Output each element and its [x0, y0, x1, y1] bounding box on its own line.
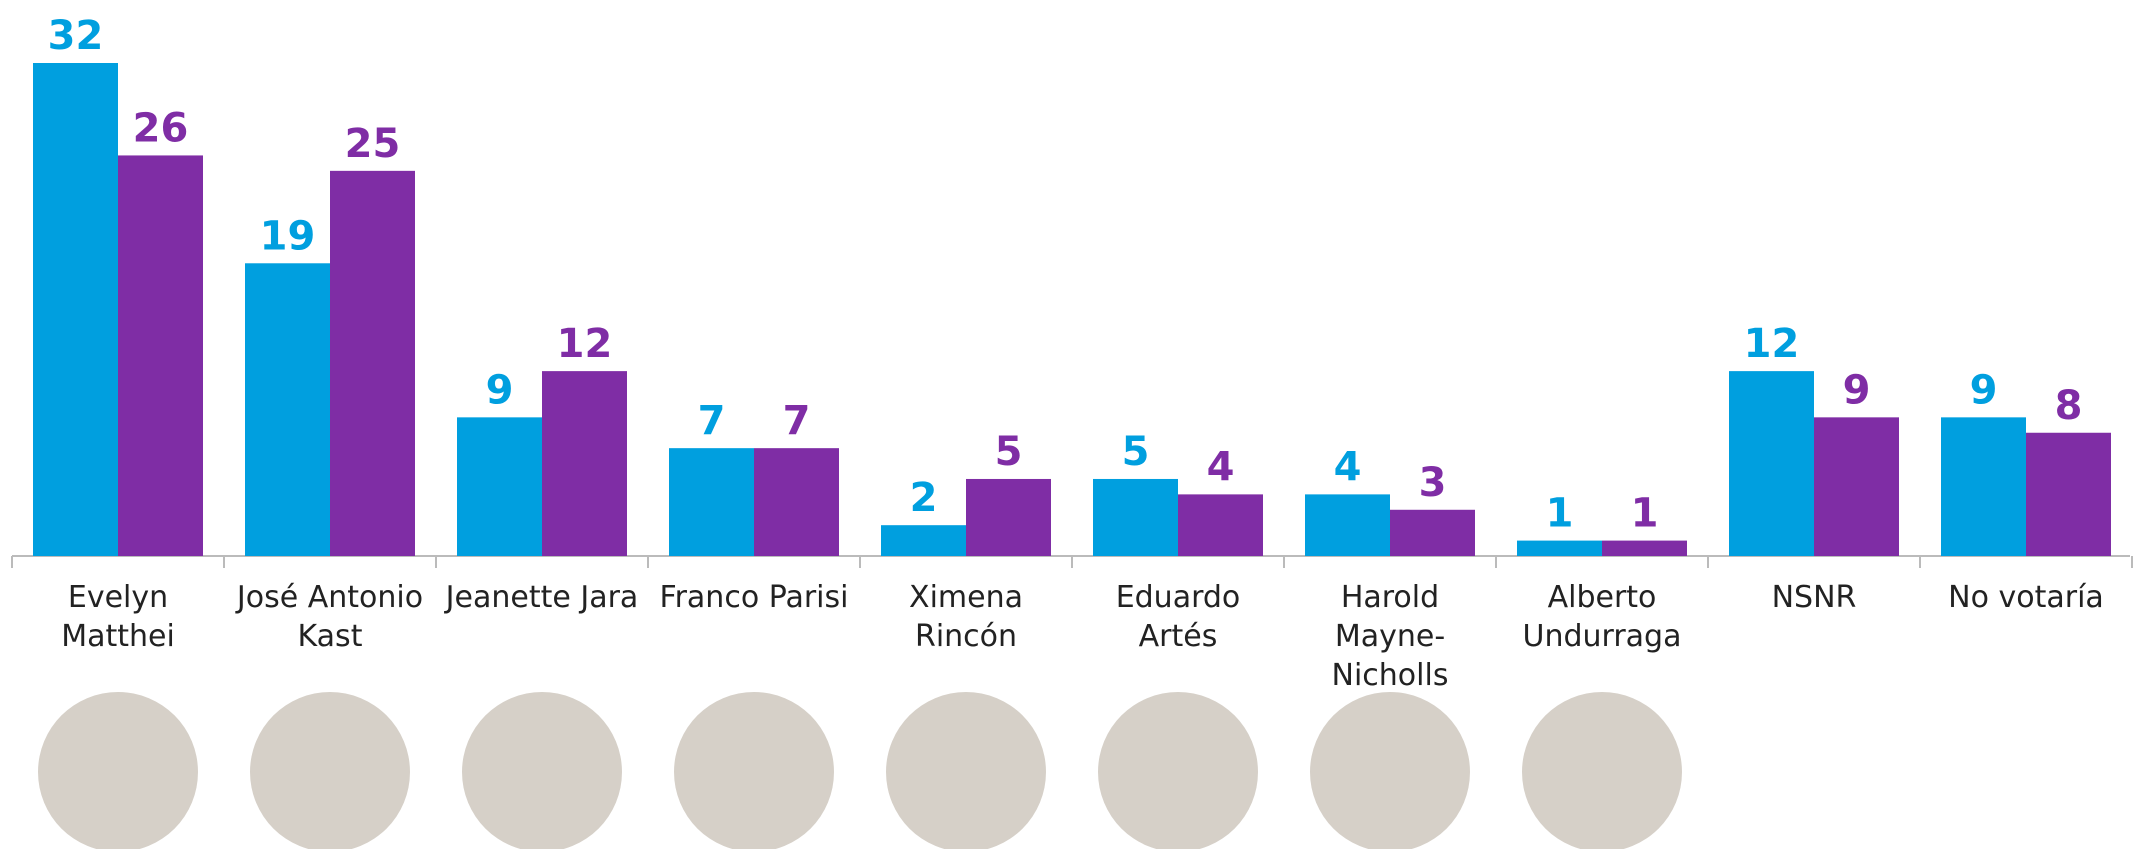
- value-label: 9: [486, 367, 514, 413]
- value-label: 7: [783, 398, 811, 444]
- bar: [1729, 371, 1814, 556]
- candidate-photo: [674, 692, 834, 849]
- value-label: 1: [1546, 491, 1574, 537]
- x-tick-label: Jeanette Jara: [445, 580, 639, 615]
- candidate-photo: [462, 692, 622, 849]
- bar: [245, 263, 330, 556]
- value-label: 25: [345, 121, 401, 167]
- value-label: 19: [260, 213, 316, 259]
- candidate-photo: [1522, 692, 1682, 849]
- value-label: 12: [1744, 321, 1800, 367]
- value-label: 32: [48, 13, 104, 59]
- value-label: 12: [557, 321, 613, 367]
- value-label: 3: [1419, 460, 1447, 506]
- bar: [1814, 417, 1899, 556]
- candidate-photo: [1098, 692, 1258, 849]
- value-label: 2: [910, 475, 938, 521]
- bar: [457, 417, 542, 556]
- bar: [1390, 509, 1475, 556]
- bar: [1941, 417, 2026, 556]
- bar: [1602, 540, 1687, 556]
- bar: [1178, 494, 1263, 556]
- bar: [33, 63, 118, 556]
- value-label: 4: [1334, 444, 1362, 490]
- bar: [881, 525, 966, 556]
- x-tick-label: Alberto Undurraga: [1522, 580, 1682, 654]
- x-tick-label: Franco Parisi: [659, 580, 849, 615]
- value-label: 8: [2055, 383, 2083, 429]
- bar: [669, 448, 754, 556]
- bar: [2026, 432, 2111, 556]
- candidate-photo: [886, 692, 1046, 849]
- x-tick-label: NSNR: [1771, 580, 1857, 615]
- bar: [330, 170, 415, 556]
- bar: [754, 448, 839, 556]
- candidate-photo: [1310, 692, 1470, 849]
- bar: [966, 478, 1051, 556]
- bar: [1305, 494, 1390, 556]
- bar: [1093, 478, 1178, 556]
- value-label: 7: [698, 398, 726, 444]
- value-label: 9: [1843, 367, 1871, 413]
- value-label: 5: [1122, 429, 1150, 475]
- candidate-photo: [250, 692, 410, 849]
- value-label: 5: [995, 429, 1023, 475]
- x-tick-label: No votaría: [1948, 580, 2104, 615]
- bar: [1517, 540, 1602, 556]
- candidate-photo: [38, 692, 198, 849]
- x-tick-label: José Antonio Kast: [236, 580, 424, 654]
- value-label: 26: [133, 105, 189, 151]
- x-tick-label: Harold Mayne-Nicholls: [1331, 580, 1449, 693]
- bar: [118, 155, 203, 556]
- value-label: 1: [1631, 491, 1659, 537]
- x-tick-label: Ximena Rincón: [909, 580, 1023, 654]
- value-label: 4: [1207, 444, 1235, 490]
- value-label: 9: [1970, 367, 1998, 413]
- x-tick-label: Eduardo Artés: [1115, 580, 1241, 654]
- bar: [542, 371, 627, 556]
- x-tick-label: Evelyn Matthei: [61, 580, 175, 654]
